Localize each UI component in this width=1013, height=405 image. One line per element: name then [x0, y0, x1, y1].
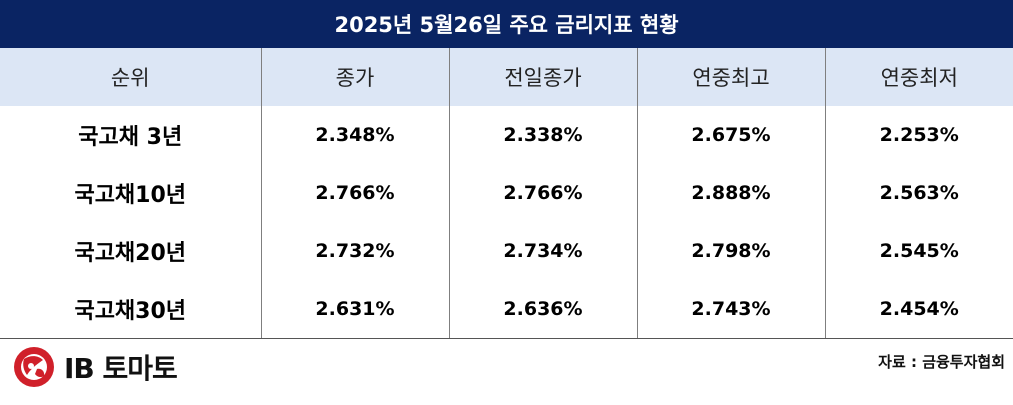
- cell-prev-close: 2.734%: [448, 222, 637, 280]
- header-year-low: 연중최저: [824, 48, 1013, 106]
- cell-close: 2.732%: [260, 222, 449, 280]
- row-label: 국고채10년: [74, 183, 187, 208]
- cell-year-low: 2.545%: [824, 222, 1013, 280]
- page-title: 2025년 5월26일 주요 금리지표 현황: [0, 0, 1013, 48]
- cell-prev-close: 2.636%: [448, 280, 637, 339]
- header-rank: 순위: [0, 48, 261, 106]
- cell-year-high: 2.798%: [636, 222, 825, 280]
- header-close: 종가: [260, 48, 449, 106]
- cell-year-high: 2.675%: [636, 106, 825, 164]
- cell-close: 2.348%: [260, 106, 449, 164]
- header-prev-close: 전일종가: [448, 48, 637, 106]
- table-row: 국고채 3년 2.348% 2.338% 2.675% 2.253%: [0, 106, 1013, 164]
- table-header-row: 순위 종가 전일종가 연중최고 연중최저: [0, 48, 1013, 106]
- table-row: 국고채10년 2.766% 2.766% 2.888% 2.563%: [0, 164, 1013, 222]
- cell-close: 2.631%: [260, 280, 449, 339]
- interest-rate-table: 순위 종가 전일종가 연중최고 연중최저 국고채 3년 2.348% 2.338…: [0, 48, 1013, 339]
- cell-year-low: 2.454%: [824, 280, 1013, 339]
- cell-prev-close: 2.766%: [448, 164, 637, 222]
- cell-year-low: 2.563%: [824, 164, 1013, 222]
- cell-year-low: 2.253%: [824, 106, 1013, 164]
- ib-tomato-logo: IB 토마토: [12, 344, 178, 390]
- logo-text: IB 토마토: [64, 352, 178, 385]
- footer: IB 토마토 자료 : 금융투자협회: [0, 339, 1013, 405]
- header-year-high: 연중최고: [636, 48, 825, 106]
- table-row: 국고채20년 2.732% 2.734% 2.798% 2.545%: [0, 222, 1013, 280]
- cell-year-high: 2.743%: [636, 280, 825, 339]
- source-note: 자료 : 금융투자협회: [878, 353, 1005, 371]
- table-row: 국고채30년 2.631% 2.636% 2.743% 2.454%: [0, 280, 1013, 339]
- ib-tomato-logo-icon: [12, 345, 56, 389]
- row-label: 국고채 3년: [78, 125, 183, 150]
- cell-year-high: 2.888%: [636, 164, 825, 222]
- row-label: 국고채30년: [0, 280, 261, 339]
- cell-prev-close: 2.338%: [448, 106, 637, 164]
- cell-close: 2.766%: [260, 164, 449, 222]
- row-label: 국고채20년: [74, 241, 187, 266]
